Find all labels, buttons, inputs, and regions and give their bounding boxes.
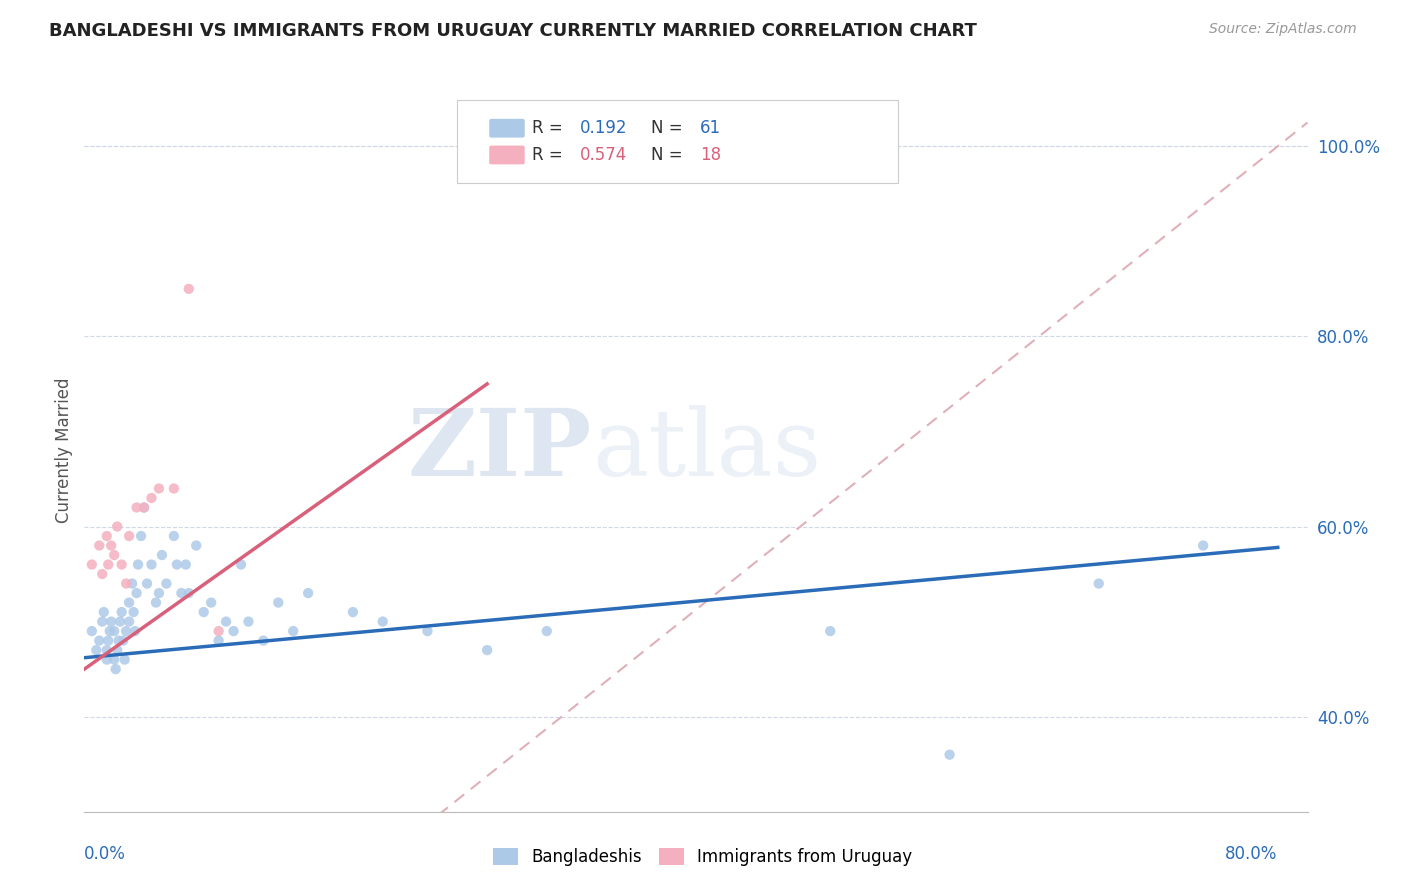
Point: [132, 500, 155, 515]
Text: atlas: atlas: [592, 406, 821, 495]
FancyBboxPatch shape: [457, 100, 898, 183]
Point: [132, 500, 155, 515]
Point: [215, 615, 238, 629]
Point: [84, 643, 107, 657]
Point: [103, 652, 125, 666]
Point: [80, 558, 103, 572]
Legend: Bangladeshis, Immigrants from Uruguay: Bangladeshis, Immigrants from Uruguay: [486, 841, 920, 873]
Point: [103, 548, 125, 562]
Text: 0.0%: 0.0%: [84, 845, 127, 863]
Point: [818, 624, 841, 639]
Point: [97, 558, 120, 572]
Point: [267, 596, 290, 610]
Point: [186, 539, 208, 553]
Point: [177, 586, 200, 600]
FancyBboxPatch shape: [489, 119, 524, 137]
Text: R =: R =: [531, 120, 568, 137]
Point: [93, 605, 115, 619]
Point: [207, 624, 229, 639]
Point: [111, 605, 134, 619]
Point: [107, 633, 129, 648]
Text: 61: 61: [700, 120, 721, 137]
Point: [89, 539, 111, 553]
Point: [150, 548, 173, 562]
Point: [105, 519, 128, 533]
Point: [1192, 539, 1215, 553]
Point: [97, 633, 120, 648]
Point: [89, 633, 111, 648]
Text: 0.192: 0.192: [579, 120, 627, 137]
Point: [100, 539, 122, 553]
Point: [118, 615, 141, 629]
Point: [193, 605, 215, 619]
Point: [163, 482, 186, 496]
Point: [104, 662, 127, 676]
Point: [938, 747, 960, 762]
Point: [238, 615, 260, 629]
Point: [536, 624, 558, 639]
Text: ZIP: ZIP: [408, 406, 592, 495]
Point: [136, 576, 159, 591]
Point: [170, 586, 193, 600]
Point: [100, 615, 122, 629]
Point: [155, 576, 177, 591]
Point: [371, 615, 394, 629]
Point: [118, 596, 141, 610]
Point: [122, 605, 145, 619]
Point: [121, 576, 143, 591]
Point: [145, 596, 167, 610]
Point: [114, 652, 136, 666]
Text: 0.574: 0.574: [579, 146, 627, 164]
Text: Source: ZipAtlas.com: Source: ZipAtlas.com: [1209, 22, 1357, 37]
Point: [103, 624, 125, 639]
Text: BANGLADESHI VS IMMIGRANTS FROM URUGUAY CURRENTLY MARRIED CORRELATION CHART: BANGLADESHI VS IMMIGRANTS FROM URUGUAY C…: [49, 22, 977, 40]
Point: [96, 643, 118, 657]
Point: [129, 529, 152, 543]
Point: [125, 586, 148, 600]
Point: [124, 624, 146, 639]
Point: [111, 558, 134, 572]
Point: [125, 500, 148, 515]
Text: 18: 18: [700, 146, 721, 164]
Y-axis label: Currently Married: Currently Married: [55, 377, 73, 524]
Point: [96, 652, 118, 666]
Point: [80, 624, 103, 639]
Point: [229, 558, 252, 572]
Point: [141, 558, 163, 572]
Point: [1087, 576, 1109, 591]
Point: [98, 624, 121, 639]
Text: N =: N =: [651, 146, 688, 164]
Point: [105, 643, 128, 657]
Point: [108, 615, 131, 629]
Point: [200, 596, 222, 610]
Point: [148, 482, 170, 496]
Point: [252, 633, 274, 648]
Point: [475, 643, 498, 657]
Point: [127, 558, 149, 572]
Point: [177, 282, 200, 296]
Point: [148, 586, 170, 600]
Point: [115, 576, 138, 591]
Point: [166, 558, 188, 572]
FancyBboxPatch shape: [489, 145, 524, 164]
Point: [283, 624, 305, 639]
Point: [174, 558, 197, 572]
Point: [207, 633, 229, 648]
Point: [141, 491, 163, 505]
Point: [118, 529, 141, 543]
Point: [163, 529, 186, 543]
Text: R =: R =: [531, 146, 568, 164]
Point: [342, 605, 364, 619]
Point: [112, 633, 135, 648]
Text: 80.0%: 80.0%: [1226, 845, 1278, 863]
Point: [91, 567, 114, 582]
Point: [297, 586, 319, 600]
Point: [96, 529, 118, 543]
Point: [222, 624, 245, 639]
Point: [416, 624, 439, 639]
Text: N =: N =: [651, 120, 688, 137]
Point: [115, 624, 138, 639]
Point: [91, 615, 114, 629]
